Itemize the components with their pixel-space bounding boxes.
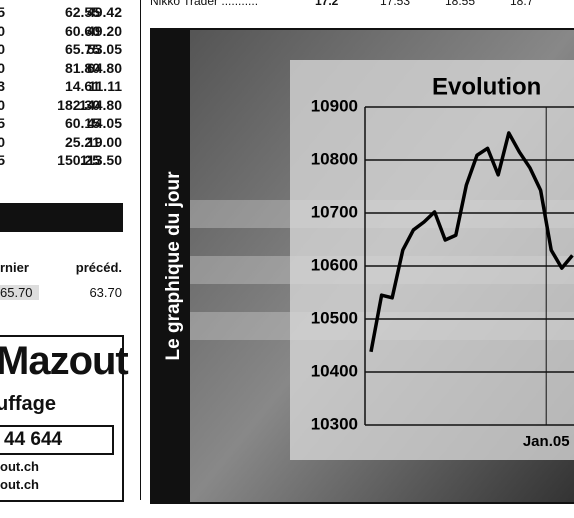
page: Nikko Trader ........... 17.2 17.53 18.5… bbox=[0, 0, 574, 518]
chart: Le graphique du jour Evolution 10300 1040… bbox=[0, 0, 574, 518]
y-tick-label: 10700 bbox=[311, 202, 358, 221]
y-tick-label: 10800 bbox=[311, 149, 358, 168]
sidebar-label: Le graphique du jour bbox=[163, 171, 184, 361]
x-tick-label: Jan.05 bbox=[523, 433, 570, 450]
y-tick-label: 10400 bbox=[311, 361, 358, 380]
y-tick-label: 10600 bbox=[311, 255, 358, 274]
y-tick-label: 10900 bbox=[311, 96, 358, 115]
y-tick-label: 10500 bbox=[311, 308, 358, 327]
y-tick-label: 10300 bbox=[311, 414, 358, 433]
chart-title: Evolution bbox=[432, 73, 541, 100]
